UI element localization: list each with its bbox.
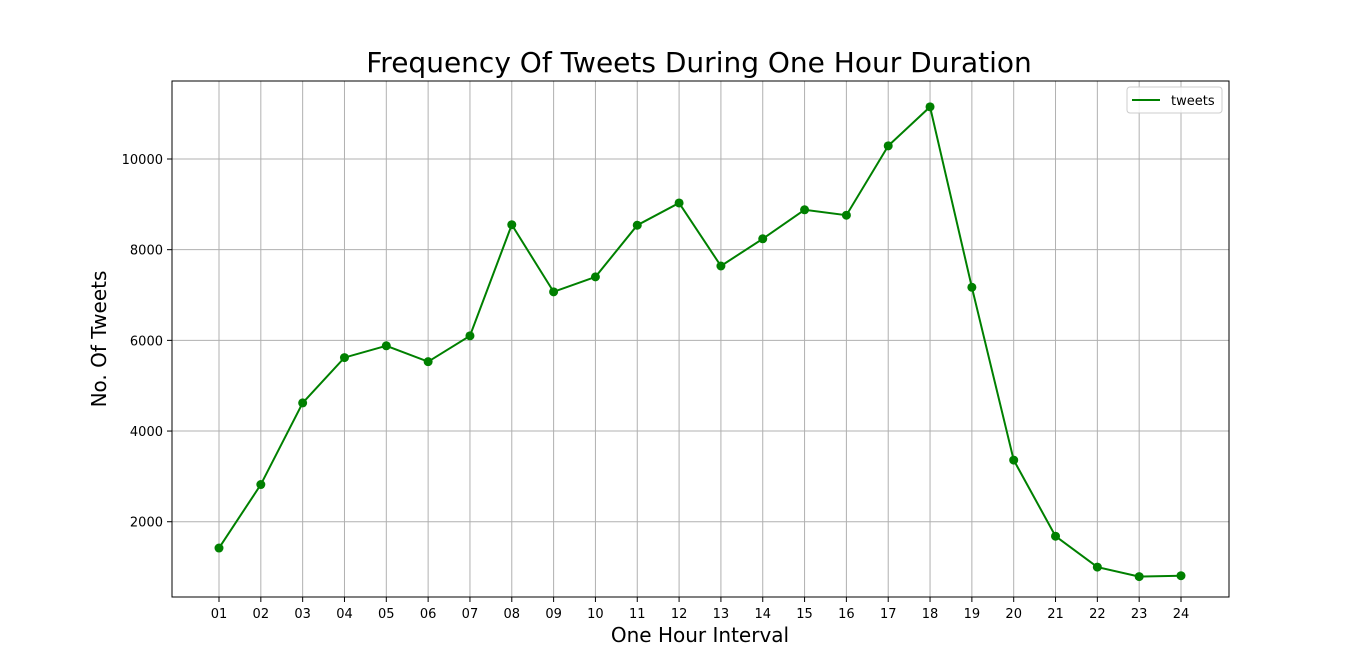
data-point	[967, 282, 977, 292]
x-tick-label: 11	[629, 607, 646, 622]
x-tick-label: 07	[462, 607, 479, 622]
data-point	[381, 341, 391, 351]
y-tick-label: 4000	[130, 425, 163, 440]
data-point	[841, 210, 851, 220]
legend-box	[1126, 86, 1223, 114]
x-tick-label: 20	[1005, 607, 1022, 622]
data-point	[298, 398, 308, 408]
x-tick-label: 16	[838, 607, 855, 622]
data-point	[758, 234, 768, 244]
axes: 01 02 03 04 05 06 07 08 09 10 11 12 13 14 15 16 17 18 19 20…	[122, 80, 1230, 622]
data-point	[465, 331, 475, 341]
data-point	[1176, 571, 1186, 581]
x-tick-label: 14	[754, 607, 771, 622]
x-tick-label: 13	[713, 607, 730, 622]
legend-label: tweets	[1171, 94, 1215, 109]
x-tick-label: 22	[1089, 607, 1106, 622]
data-point	[1009, 455, 1019, 465]
x-tick-label: 09	[545, 607, 562, 622]
x-tick-label: 12	[671, 607, 688, 622]
x-tick-label: 23	[1131, 607, 1148, 622]
x-tick-label: 05	[378, 607, 395, 622]
data-point	[716, 261, 726, 271]
data-point	[1051, 531, 1061, 541]
legend: tweets	[1126, 86, 1223, 114]
x-tick-label: 01	[211, 607, 228, 622]
series-layer	[214, 102, 1186, 582]
x-tick-label: 03	[294, 607, 311, 622]
x-tick-label: 08	[504, 607, 521, 622]
x-tick-label: 06	[420, 607, 437, 622]
x-tick-label: 24	[1173, 607, 1190, 622]
y-axis-label: No. Of Tweets	[87, 271, 111, 408]
data-point	[883, 141, 893, 151]
x-tick-label: 15	[796, 607, 813, 622]
x-tick-label: 10	[587, 607, 604, 622]
x-tick-label: 17	[880, 607, 897, 622]
data-point	[1134, 572, 1144, 582]
data-point	[632, 220, 642, 230]
data-point	[214, 543, 224, 553]
chart-title: Frequency Of Tweets During One Hour Dura…	[366, 46, 1032, 79]
x-tick-label: 02	[253, 607, 270, 622]
x-axis-label: One Hour Interval	[611, 623, 789, 647]
data-point	[423, 357, 433, 367]
data-point	[925, 102, 935, 112]
data-point	[674, 198, 684, 208]
data-point	[590, 272, 600, 282]
series-line-tweets	[218, 104, 1182, 578]
x-tick-label: 21	[1047, 607, 1064, 622]
y-tick-label: 8000	[130, 244, 163, 259]
y-tick-label: 10000	[122, 153, 163, 168]
data-point	[507, 220, 517, 230]
data-point	[1092, 562, 1102, 572]
plot-frame	[171, 80, 1230, 598]
y-tick-label: 6000	[130, 334, 163, 349]
y-tick-label: 2000	[130, 516, 163, 531]
x-tick-label: 04	[336, 607, 353, 622]
data-point	[339, 353, 349, 363]
data-point	[549, 287, 559, 297]
data-point	[256, 480, 266, 490]
grid	[172, 81, 1229, 597]
data-point	[800, 205, 810, 215]
x-tick-label: 18	[922, 607, 939, 622]
x-tick-label: 19	[964, 607, 981, 622]
